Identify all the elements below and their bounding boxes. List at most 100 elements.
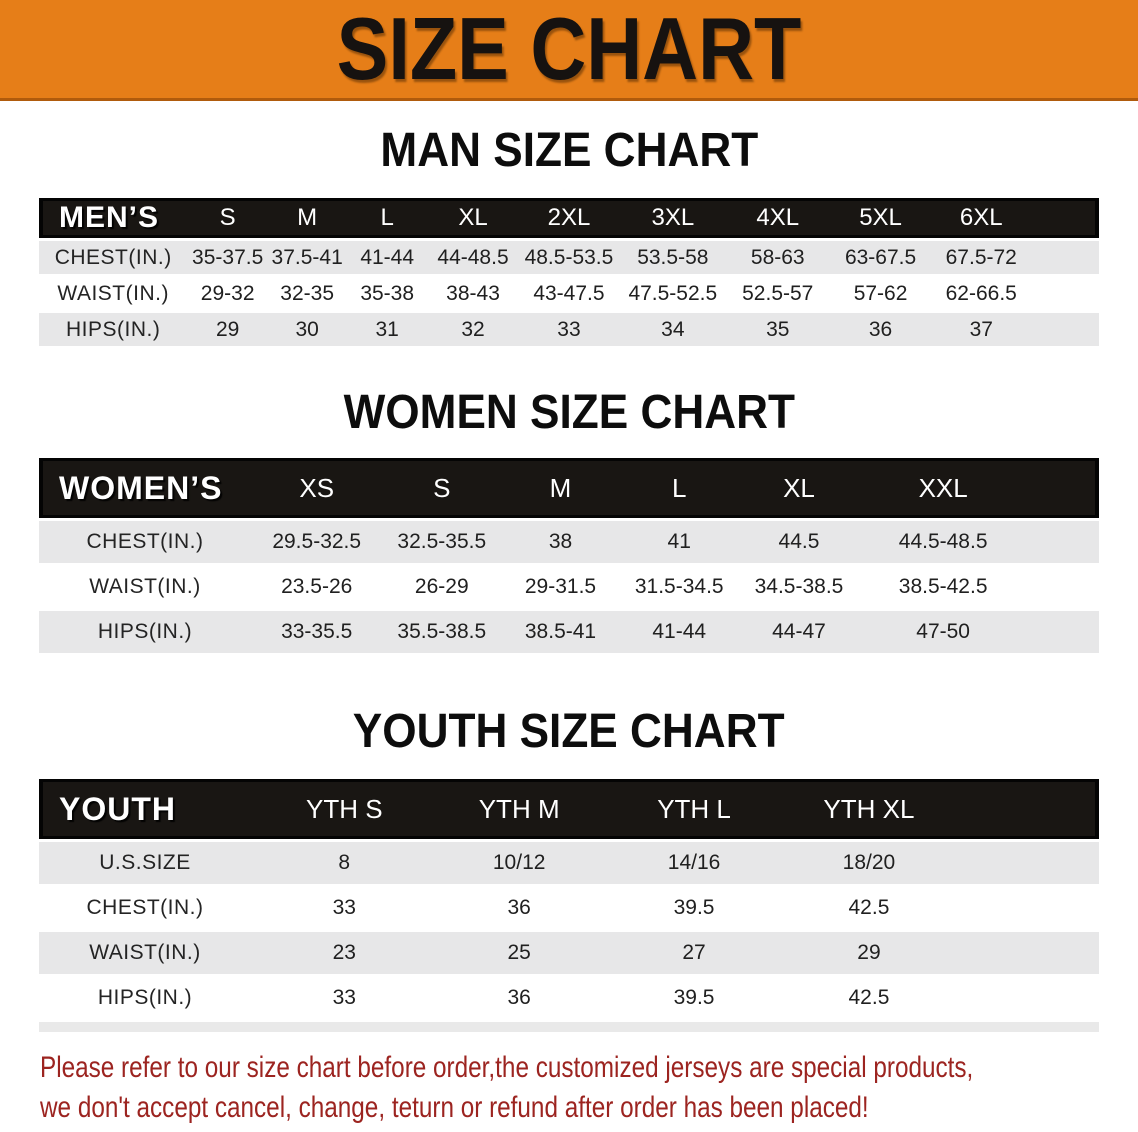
measurement-value: 29	[187, 313, 268, 346]
womens-size-table: WOMEN’S XS S M L XL XXL CHEST(IN.) 29.5-32.5 32.5…	[39, 455, 1099, 656]
measurement-row: WAIST(IN.) 29-32 32-35 35-38 38-43 43-47.5 47.…	[39, 277, 1099, 310]
measurement-value: 32-35	[267, 277, 347, 310]
measurement-value: 62-66.5	[931, 277, 1032, 310]
group-label: WOMEN’S	[39, 458, 251, 518]
size-column-header: YTH L	[600, 779, 788, 839]
header-filler	[1031, 198, 1099, 238]
measurement-value: 35.5-38.5	[382, 611, 502, 653]
measurement-label: CHEST(IN.)	[39, 521, 251, 563]
row-filler	[1026, 566, 1099, 608]
measurement-row: U.S.SIZE 8 10/12 14/16 18/20	[39, 842, 1099, 884]
row-filler	[1031, 277, 1099, 310]
measurement-value: 44-48.5	[427, 241, 519, 274]
measurement-value: 18/20	[787, 842, 951, 884]
measurement-value: 43-47.5	[518, 277, 620, 310]
row-filler	[950, 887, 1099, 929]
man-size-chart-heading: MAN SIZE CHART	[380, 124, 758, 177]
measurement-value: 8	[251, 842, 438, 884]
measurement-row: CHEST(IN.) 29.5-32.5 32.5-35.5 38 41 44.5 44.5…	[39, 521, 1099, 563]
measurement-value: 33-35.5	[250, 611, 383, 653]
measurement-value: 37.5-41	[267, 241, 347, 274]
measurement-value: 36	[829, 313, 932, 346]
measurement-value: 31	[346, 313, 428, 346]
measurement-value: 35-37.5	[187, 241, 268, 274]
measurement-value: 52.5-57	[725, 277, 830, 310]
measurement-value: 30	[267, 313, 347, 346]
measurement-value: 33	[251, 977, 438, 1019]
measurement-value: 53.5-58	[619, 241, 726, 274]
row-filler	[1031, 241, 1099, 274]
measurement-row: CHEST(IN.) 35-37.5 37.5-41 41-44 44-48.5 48.5…	[39, 241, 1099, 274]
measurement-value: 25	[437, 932, 601, 974]
measurement-value: 29	[787, 932, 951, 974]
size-column-header: L	[619, 458, 739, 518]
measurement-value: 23.5-26	[250, 566, 383, 608]
mens-size-table: MEN’S S M L XL 2XL 3XL 4XL 5XL 6XL CHEST(IN.) 35-37…	[39, 195, 1099, 349]
measurement-value: 44-47	[738, 611, 860, 653]
row-filler	[950, 977, 1099, 1019]
size-column-header: YTH XL	[787, 779, 951, 839]
measurement-label: WAIST(IN.)	[39, 932, 251, 974]
measurement-value: 48.5-53.5	[518, 241, 620, 274]
measurement-value: 35	[725, 313, 830, 346]
measurement-label: HIPS(IN.)	[39, 611, 251, 653]
measurement-value: 34.5-38.5	[738, 566, 860, 608]
measurement-value: 39.5	[600, 977, 788, 1019]
size-column-header: XL	[738, 458, 860, 518]
disclaimer-note: Please refer to our size chart before or…	[40, 1048, 1138, 1128]
row-filler	[1026, 611, 1099, 653]
row-filler	[1031, 313, 1099, 346]
measurement-row: HIPS(IN.) 29 30 31 32 33 34 35 36 37	[39, 313, 1099, 346]
measurement-value: 44.5-48.5	[859, 521, 1027, 563]
measurement-value: 47.5-52.5	[619, 277, 726, 310]
measurement-value: 29.5-32.5	[250, 521, 383, 563]
measurement-value: 26-29	[382, 566, 502, 608]
row-filler	[950, 932, 1099, 974]
size-column-header: L	[346, 198, 428, 238]
size-column-header: M	[267, 198, 347, 238]
measurement-value: 14/16	[600, 842, 788, 884]
measurement-row: WAIST(IN.) 23.5-26 26-29 29-31.5 31.5-34.5 34…	[39, 566, 1099, 608]
size-table-header-row: WOMEN’S XS S M L XL XXL	[39, 458, 1099, 518]
measurement-value: 29-31.5	[501, 566, 620, 608]
measurement-row: CHEST(IN.) 33 36 39.5 42.5	[39, 887, 1099, 929]
size-table-header-row: YOUTH YTH S YTH M YTH L YTH XL	[39, 779, 1099, 839]
measurement-value: 34	[619, 313, 726, 346]
measurement-value: 58-63	[725, 241, 830, 274]
measurement-value: 63-67.5	[829, 241, 932, 274]
measurement-value: 10/12	[437, 842, 601, 884]
size-column-header: YTH S	[251, 779, 438, 839]
measurement-value: 38.5-42.5	[859, 566, 1027, 608]
size-column-header: 4XL	[725, 198, 830, 238]
measurement-value: 41	[619, 521, 739, 563]
measurement-value: 31.5-34.5	[619, 566, 739, 608]
measurement-label: WAIST(IN.)	[39, 566, 251, 608]
measurement-value: 44.5	[738, 521, 860, 563]
size-column-header: S	[382, 458, 502, 518]
measurement-value: 38-43	[427, 277, 519, 310]
size-column-header: S	[187, 198, 268, 238]
measurement-value: 33	[518, 313, 620, 346]
measurement-label: CHEST(IN.)	[39, 241, 188, 274]
youth-size-table: YOUTH YTH S YTH M YTH L YTH XL U.S.SIZE 8 10/12…	[39, 776, 1099, 1032]
disclaimer-line-1: Please refer to our size chart before or…	[40, 1051, 974, 1084]
women-size-chart-heading: WOMEN SIZE CHART	[343, 386, 795, 439]
size-column-header: YTH M	[437, 779, 601, 839]
size-chart-banner: SIZE CHART	[0, 0, 1138, 101]
measurement-value: 41-44	[619, 611, 739, 653]
measurement-value: 42.5	[787, 977, 951, 1019]
measurement-value: 35-38	[346, 277, 428, 310]
youth-size-chart-heading: YOUTH SIZE CHART	[353, 705, 785, 758]
measurement-value: 57-62	[829, 277, 932, 310]
measurement-value: 29-32	[187, 277, 268, 310]
size-column-header: 5XL	[829, 198, 932, 238]
size-column-header: 3XL	[619, 198, 726, 238]
measurement-value: 47-50	[859, 611, 1027, 653]
measurement-label: WAIST(IN.)	[39, 277, 188, 310]
measurement-row: HIPS(IN.) 33 36 39.5 42.5	[39, 977, 1099, 1019]
measurement-value: 27	[600, 932, 788, 974]
header-filler	[1026, 458, 1099, 518]
size-column-header: 2XL	[518, 198, 620, 238]
size-column-header: XXL	[859, 458, 1027, 518]
measurement-value: 67.5-72	[931, 241, 1032, 274]
